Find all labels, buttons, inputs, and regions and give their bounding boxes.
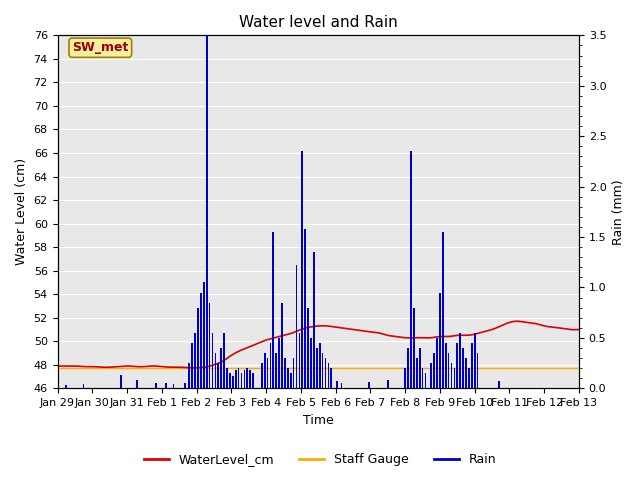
- Y-axis label: Water Level (cm): Water Level (cm): [15, 158, 28, 265]
- Bar: [330, 368, 332, 388]
- Bar: [120, 375, 122, 388]
- Y-axis label: Rain (mm): Rain (mm): [612, 179, 625, 245]
- Bar: [278, 338, 280, 388]
- Bar: [301, 151, 303, 388]
- Legend: WaterLevel_cm, Staff Gauge, Rain: WaterLevel_cm, Staff Gauge, Rain: [138, 448, 502, 471]
- Bar: [209, 302, 211, 388]
- Bar: [465, 358, 467, 388]
- Bar: [422, 368, 424, 388]
- Bar: [336, 381, 338, 388]
- Bar: [136, 380, 138, 388]
- Bar: [290, 373, 292, 388]
- Bar: [462, 348, 464, 388]
- Bar: [499, 381, 500, 388]
- Bar: [413, 308, 415, 388]
- Bar: [214, 353, 216, 388]
- Bar: [424, 373, 426, 388]
- Bar: [237, 368, 239, 388]
- Bar: [195, 333, 196, 388]
- Bar: [454, 368, 455, 388]
- Bar: [250, 370, 251, 388]
- Bar: [229, 373, 231, 388]
- Bar: [322, 353, 323, 388]
- Bar: [419, 348, 420, 388]
- Bar: [416, 358, 418, 388]
- Bar: [305, 229, 306, 388]
- Bar: [264, 353, 266, 388]
- Bar: [307, 308, 309, 388]
- Bar: [275, 353, 277, 388]
- Bar: [468, 368, 470, 388]
- Bar: [241, 373, 243, 388]
- Bar: [471, 343, 473, 388]
- Bar: [316, 348, 317, 388]
- Bar: [261, 363, 262, 388]
- Bar: [200, 292, 202, 388]
- Bar: [252, 373, 254, 388]
- Title: Water level and Rain: Water level and Rain: [239, 15, 397, 30]
- Bar: [287, 368, 289, 388]
- Bar: [83, 384, 84, 388]
- Bar: [442, 232, 444, 388]
- Bar: [269, 343, 271, 388]
- Bar: [267, 358, 268, 388]
- Bar: [218, 363, 219, 388]
- Bar: [203, 282, 205, 388]
- Bar: [436, 338, 438, 388]
- Bar: [197, 308, 199, 388]
- Bar: [448, 353, 449, 388]
- Bar: [212, 333, 213, 388]
- Bar: [155, 383, 157, 388]
- Bar: [474, 333, 476, 388]
- Bar: [296, 265, 298, 388]
- Bar: [407, 348, 409, 388]
- Bar: [173, 384, 174, 388]
- Bar: [65, 385, 67, 388]
- Bar: [226, 368, 228, 388]
- X-axis label: Time: Time: [303, 414, 333, 427]
- Bar: [404, 368, 406, 388]
- Bar: [456, 343, 458, 388]
- Bar: [191, 343, 193, 388]
- Bar: [281, 302, 283, 388]
- Bar: [451, 363, 452, 388]
- Bar: [165, 383, 167, 388]
- Bar: [430, 363, 432, 388]
- Bar: [243, 370, 245, 388]
- Bar: [232, 376, 234, 388]
- Bar: [319, 343, 321, 388]
- Bar: [246, 368, 248, 388]
- Bar: [298, 333, 300, 388]
- Bar: [340, 383, 342, 388]
- Bar: [188, 363, 190, 388]
- Bar: [328, 363, 329, 388]
- Bar: [410, 151, 412, 388]
- Bar: [223, 333, 225, 388]
- Bar: [273, 232, 274, 388]
- Bar: [313, 252, 315, 388]
- Bar: [310, 338, 312, 388]
- Bar: [439, 292, 441, 388]
- Bar: [206, 36, 207, 388]
- Bar: [387, 380, 388, 388]
- Bar: [460, 333, 461, 388]
- Text: SW_met: SW_met: [72, 41, 129, 54]
- Bar: [368, 382, 370, 388]
- Bar: [292, 358, 294, 388]
- Bar: [284, 358, 286, 388]
- Bar: [184, 383, 186, 388]
- Bar: [235, 370, 237, 388]
- Bar: [433, 353, 435, 388]
- Bar: [220, 348, 222, 388]
- Bar: [477, 353, 479, 388]
- Bar: [324, 358, 326, 388]
- Bar: [445, 343, 447, 388]
